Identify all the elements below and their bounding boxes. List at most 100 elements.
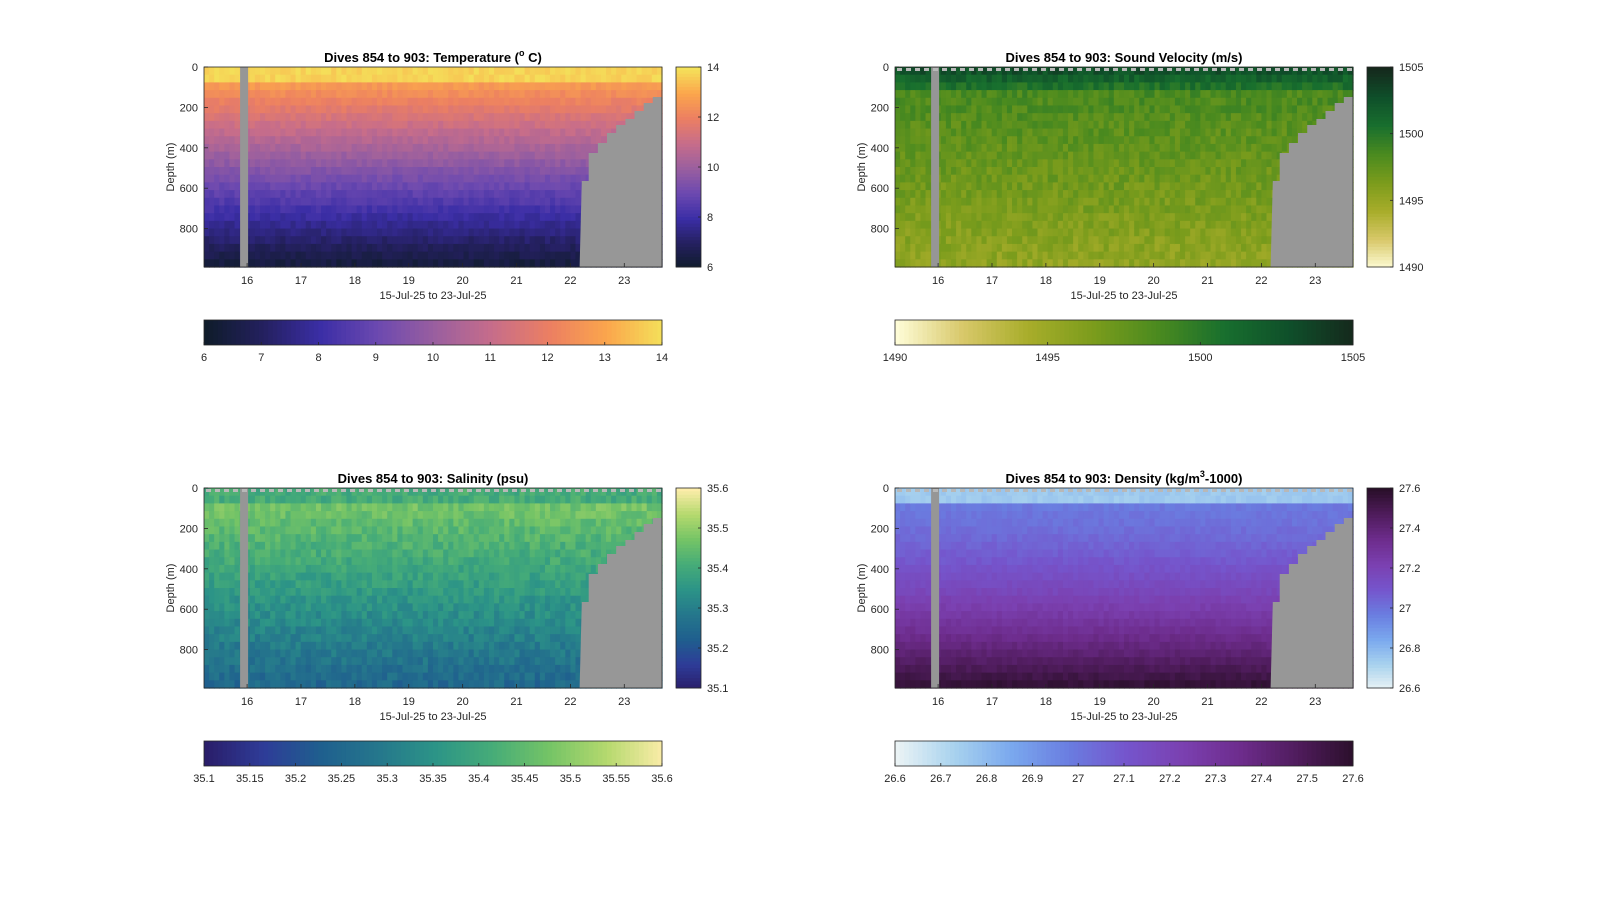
heatmap-cell xyxy=(356,259,363,268)
heatmap-cell xyxy=(1022,220,1028,230)
heatmap-cell xyxy=(1246,205,1252,214)
heatmap-cell xyxy=(1062,67,1069,76)
heatmap-cell xyxy=(1256,190,1262,199)
heatmap-cell xyxy=(1083,113,1089,122)
heatmap-cell xyxy=(1230,159,1237,168)
heatmap-cell xyxy=(1210,151,1217,160)
heatmap-cell xyxy=(499,159,505,168)
heatmap-cell xyxy=(407,243,414,253)
heatmap-cell xyxy=(468,67,475,76)
colorbar-tick-label: 9 xyxy=(373,352,379,364)
heatmap-cell xyxy=(945,97,952,107)
heatmap-cell xyxy=(1159,205,1166,214)
heatmap-cell xyxy=(539,82,546,91)
heatmap-cell xyxy=(285,67,292,76)
heatmap-cell xyxy=(1012,220,1018,230)
heatmap-cell xyxy=(1261,228,1268,237)
heatmap-cell xyxy=(483,259,490,268)
heatmap-cell xyxy=(1073,136,1079,145)
heatmap-cell xyxy=(1144,259,1151,268)
heatmap-cell xyxy=(275,74,281,83)
heatmap-cell xyxy=(1134,113,1140,122)
heatmap-cell xyxy=(910,243,916,253)
heatmap-cell xyxy=(219,197,225,207)
heatmap-cell xyxy=(940,105,947,114)
heatmap-cell xyxy=(397,67,404,76)
heatmap-cell xyxy=(580,174,587,183)
heatmap-cell xyxy=(1052,97,1059,107)
heatmap-cell xyxy=(249,136,256,145)
heatmap-cell xyxy=(214,120,220,130)
heatmap-cell xyxy=(1042,236,1049,245)
heatmap-cell xyxy=(407,67,414,76)
heatmap-cell xyxy=(1266,128,1273,137)
heatmap-cell xyxy=(412,120,419,130)
heatmap-cell xyxy=(1235,105,1242,114)
heatmap-cell xyxy=(1164,243,1171,253)
heatmap-cell xyxy=(524,236,531,245)
heatmap-cell xyxy=(905,213,911,222)
heatmap-cell xyxy=(1118,67,1125,76)
heatmap-cell xyxy=(1129,220,1135,230)
heatmap-cell xyxy=(616,120,622,130)
heatmap-cell xyxy=(575,228,582,237)
heatmap-cell xyxy=(463,105,470,114)
heatmap-cell xyxy=(1200,220,1207,230)
heatmap-cell xyxy=(920,220,927,230)
heatmap-cell xyxy=(1210,182,1217,191)
heatmap-cell xyxy=(488,67,495,76)
heatmap-cell xyxy=(565,113,571,122)
heatmap-cell xyxy=(986,220,993,230)
y-tick-label: 600 xyxy=(871,183,889,195)
heatmap-cell xyxy=(524,213,531,222)
heatmap-cell xyxy=(570,190,577,199)
heatmap-cell xyxy=(392,159,398,168)
heatmap-cell xyxy=(254,251,261,260)
heatmap-cell xyxy=(1027,205,1033,214)
heatmap-cell xyxy=(1251,167,1257,176)
heatmap-cell xyxy=(463,174,470,183)
heatmap-cell xyxy=(560,90,566,99)
heatmap-cell xyxy=(1108,182,1115,191)
heatmap-cell xyxy=(1174,197,1181,207)
colorbar-segment xyxy=(483,320,489,345)
heatmap-cell xyxy=(488,228,495,237)
surface-dash xyxy=(1302,68,1307,71)
heatmap-cell xyxy=(468,190,475,199)
heatmap-cell xyxy=(905,251,911,260)
heatmap-cell xyxy=(1149,259,1156,268)
heatmap-cell xyxy=(1103,105,1110,114)
heatmap-cell xyxy=(1078,220,1084,230)
heatmap-cell xyxy=(361,128,368,137)
heatmap-cell xyxy=(336,197,342,207)
heatmap-cell xyxy=(1098,128,1105,137)
colorbar-segment xyxy=(391,320,397,345)
heatmap-cell xyxy=(1174,228,1181,237)
heatmap-cell xyxy=(387,113,393,122)
heatmap-cell xyxy=(427,220,434,230)
heatmap-cell xyxy=(473,82,480,91)
heatmap-cell xyxy=(1195,174,1201,183)
heatmap-cell xyxy=(1134,120,1140,130)
heatmap-cell xyxy=(234,174,241,183)
heatmap-cell xyxy=(341,174,348,183)
heatmap-cell xyxy=(1052,205,1059,214)
heatmap-cell xyxy=(1225,113,1232,122)
heatmap-cell xyxy=(366,174,373,183)
heatmap-cell xyxy=(392,190,398,199)
heatmap-cell xyxy=(422,74,429,83)
heatmap-cell xyxy=(366,167,373,176)
heatmap-cell xyxy=(1297,105,1303,114)
heatmap-cell xyxy=(1134,136,1140,145)
heatmap-cell xyxy=(285,259,292,268)
heatmap-cell xyxy=(1032,82,1039,91)
heatmap-cell xyxy=(961,236,967,245)
heatmap-cell xyxy=(280,251,287,260)
heatmap-cell xyxy=(1124,213,1130,222)
heatmap-cell xyxy=(463,259,470,268)
heatmap-cell xyxy=(468,259,475,268)
heatmap-cell xyxy=(519,97,526,107)
heatmap-cell xyxy=(259,159,266,168)
heatmap-cell xyxy=(1042,128,1049,137)
heatmap-cell xyxy=(1307,67,1313,76)
